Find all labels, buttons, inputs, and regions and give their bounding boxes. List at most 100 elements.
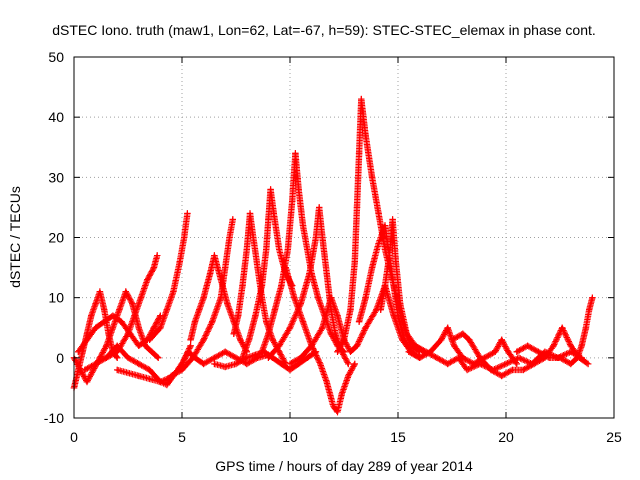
data-point	[75, 348, 82, 355]
data-point	[368, 174, 376, 181]
data-point	[92, 300, 99, 307]
data-point	[263, 246, 270, 253]
data-point	[292, 150, 299, 157]
y-tick-label: -10	[44, 410, 64, 426]
data-point	[334, 408, 341, 416]
data-point	[243, 360, 250, 368]
data-point	[131, 312, 138, 319]
data-point	[276, 342, 283, 349]
data-point	[155, 354, 162, 361]
data-point	[389, 216, 396, 223]
y-tick-label: 50	[48, 49, 64, 65]
data-point	[88, 312, 95, 319]
data-point	[505, 348, 512, 355]
data-point	[317, 360, 324, 368]
data-point	[211, 252, 218, 259]
data-point	[150, 324, 158, 331]
data-point	[448, 336, 456, 343]
data-point	[340, 336, 348, 343]
data-point	[286, 324, 294, 331]
data-point	[96, 288, 104, 295]
data-point	[271, 306, 279, 313]
data-point	[81, 366, 88, 374]
data-point	[520, 366, 527, 374]
data-point	[230, 330, 237, 337]
data-point	[189, 354, 196, 361]
data-point	[422, 348, 430, 355]
data-point	[157, 324, 164, 331]
chart-title: dSTEC Iono. truth (maw1, Lon=62, Lat=-67…	[52, 22, 596, 38]
data-point	[498, 372, 505, 380]
data-point	[332, 330, 339, 337]
data-point	[116, 306, 123, 313]
data-point	[377, 306, 384, 313]
data-point	[200, 336, 207, 343]
data-point	[282, 264, 289, 271]
data-point	[319, 324, 326, 331]
data-point	[239, 282, 246, 289]
data-point	[163, 306, 171, 313]
data-point	[295, 186, 302, 193]
y-tick-label: 0	[56, 350, 64, 366]
series-sat-g	[187, 252, 250, 355]
data-point	[476, 354, 484, 361]
data-point	[299, 318, 307, 325]
data-point	[304, 246, 311, 253]
data-point	[546, 354, 553, 361]
data-point	[200, 360, 207, 368]
data-point	[185, 348, 192, 355]
data-point	[515, 354, 523, 361]
series-sat-t	[405, 324, 520, 368]
series-sat-f	[146, 210, 191, 343]
data-point	[135, 342, 142, 349]
y-tick-label: 40	[48, 109, 64, 125]
data-point	[353, 204, 361, 211]
data-point	[157, 378, 164, 386]
data-point	[368, 264, 376, 271]
data-point	[375, 240, 382, 247]
data-point	[278, 282, 285, 289]
data-point	[334, 348, 341, 355]
x-tick-label: 25	[606, 429, 622, 445]
data-point	[276, 348, 283, 355]
data-point	[250, 234, 257, 241]
data-point	[355, 318, 363, 325]
data-point	[101, 306, 108, 313]
x-tick-label: 0	[70, 429, 78, 445]
data-point	[492, 348, 499, 355]
y-axis-label: dSTEC / TECUs	[7, 186, 23, 288]
data-point	[118, 318, 125, 325]
data-point	[567, 342, 574, 349]
data-point	[124, 354, 132, 361]
series-sat-d	[103, 252, 161, 361]
data-point	[124, 330, 132, 337]
data-point	[362, 294, 369, 301]
data-point	[114, 342, 121, 349]
data-point	[146, 336, 153, 343]
data-point	[239, 354, 246, 361]
data-point	[513, 360, 520, 368]
data-point	[258, 348, 266, 355]
data-point	[235, 312, 242, 319]
data-point	[109, 312, 117, 319]
data-point	[135, 372, 142, 380]
y-tick-label: 10	[48, 290, 64, 306]
data-point	[146, 366, 153, 374]
data-point	[168, 372, 175, 380]
data-point	[416, 354, 423, 361]
data-point	[222, 363, 229, 371]
data-point	[209, 318, 216, 325]
data-point	[92, 324, 99, 331]
data-point	[433, 354, 441, 361]
data-point	[286, 360, 294, 368]
data-point	[299, 222, 307, 229]
data-point	[513, 348, 520, 355]
data-point	[401, 336, 408, 343]
data-point	[284, 246, 291, 253]
data-point	[381, 282, 389, 289]
data-point	[114, 366, 121, 374]
data-point	[291, 294, 298, 301]
data-point	[254, 264, 261, 271]
data-point	[144, 276, 151, 283]
